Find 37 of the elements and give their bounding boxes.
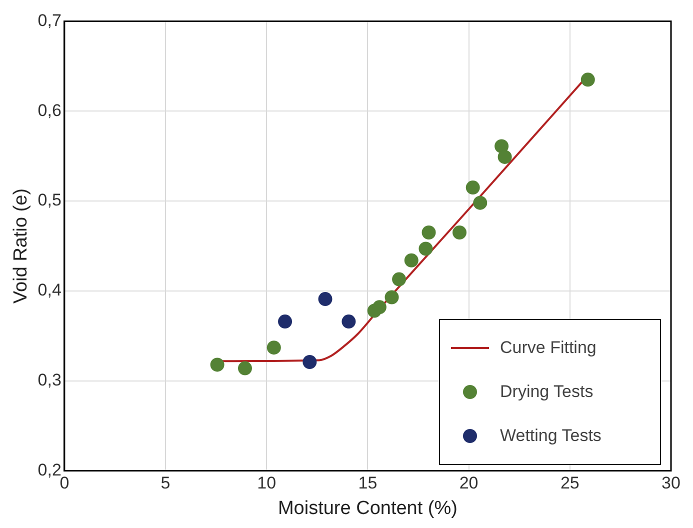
point — [392, 272, 406, 286]
y-tick-label: 0,6 — [38, 100, 62, 120]
point — [422, 226, 436, 240]
point — [318, 292, 332, 306]
x-tick-label: 15 — [358, 474, 378, 493]
x-tick-label: 10 — [257, 474, 276, 493]
point — [473, 196, 488, 210]
point — [466, 180, 480, 195]
y-tick-label: 0,3 — [38, 370, 62, 390]
x-tick-label: 5 — [160, 474, 170, 493]
x-tick-label: 25 — [560, 474, 580, 493]
point — [404, 253, 418, 268]
point — [342, 314, 356, 329]
legend-label: Wetting Tests — [500, 426, 602, 446]
y-axis-title: Void Ratio (e) — [10, 188, 32, 304]
x-tick-label: 30 — [662, 474, 680, 493]
y-tick-label: 0,2 — [38, 460, 62, 480]
point — [210, 358, 224, 372]
point — [494, 139, 509, 154]
point — [278, 314, 292, 329]
point — [384, 290, 399, 304]
point — [418, 242, 433, 256]
x-axis-title: Moisture Content (%) — [278, 498, 458, 519]
y-tick-label: 0,7 — [38, 10, 62, 30]
point — [266, 340, 281, 355]
point — [580, 72, 595, 87]
y-tick-label: 0,4 — [38, 280, 62, 300]
x-tick-label: 0 — [60, 474, 70, 493]
legend-label: Drying Tests — [500, 382, 594, 402]
point — [238, 361, 252, 376]
legend-label: Curve Fitting — [500, 338, 596, 358]
point — [498, 150, 512, 164]
y-tick-label: 0,5 — [38, 190, 62, 210]
point — [302, 354, 317, 369]
point — [452, 226, 467, 240]
x-tick-label: 20 — [459, 474, 478, 493]
point — [372, 300, 386, 314]
